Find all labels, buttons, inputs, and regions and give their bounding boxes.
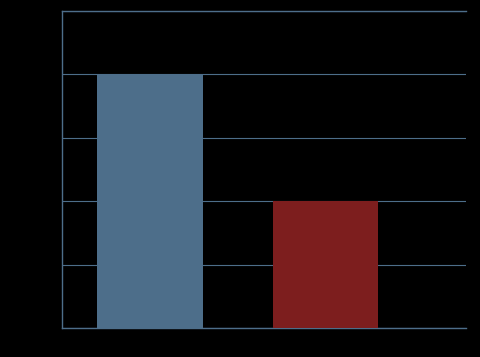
Bar xyxy=(97,74,203,328)
Bar xyxy=(273,201,378,328)
